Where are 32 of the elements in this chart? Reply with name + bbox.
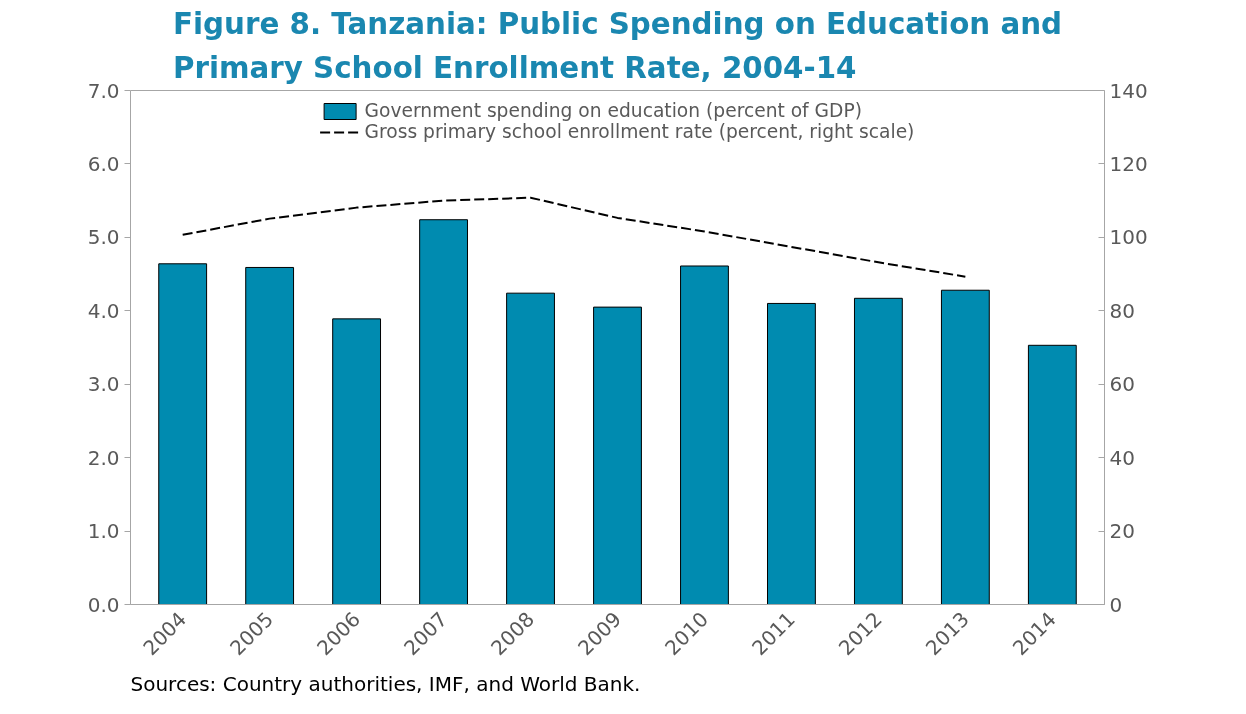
line-series	[181, 196, 967, 278]
y2-tick-label: 20	[1109, 519, 1135, 544]
legend-label: Gross primary school enrollment rate (percent, right scale)	[364, 121, 915, 142]
y-tick-label: 4.0	[87, 298, 120, 323]
bar	[680, 265, 729, 605]
y2-tick-label: 60	[1109, 372, 1135, 397]
bar	[419, 219, 468, 605]
y2-tick-label: 80	[1109, 298, 1135, 323]
legend-label: Government spending on education (percent of GDP)	[364, 100, 862, 121]
chart-title: Figure 8. Tanzania: Public Spending on Education and Primary School Enrollment Rate, 2004-14	[172, 7, 1063, 86]
y-tick-label: 1.0	[87, 519, 120, 544]
y2-tick-label: 100	[1109, 225, 1148, 250]
y-tick-label: 0.0	[87, 592, 120, 617]
y2-tick-label: 0	[1109, 592, 1123, 617]
bar	[245, 266, 295, 605]
y2-tick-label: 40	[1109, 445, 1135, 470]
bar	[853, 297, 903, 605]
source-note: Sources: Country authorities, IMF, and World Bank.	[130, 671, 641, 696]
y-tick-label: 2.0	[87, 445, 120, 470]
bar	[158, 263, 208, 605]
y2-tick-label: 120	[1109, 151, 1148, 176]
bar	[506, 292, 555, 605]
y-tick-label: 3.0	[87, 372, 120, 397]
y-tick-label: 6.0	[87, 151, 120, 176]
y2-tick-label: 140	[1109, 78, 1148, 103]
bar	[332, 318, 382, 605]
y-tick-label: 5.0	[87, 225, 120, 250]
bar	[1027, 344, 1077, 605]
bar	[767, 302, 816, 605]
bar	[940, 289, 990, 605]
bar	[593, 306, 642, 605]
y-tick-label: 7.0	[87, 78, 120, 103]
